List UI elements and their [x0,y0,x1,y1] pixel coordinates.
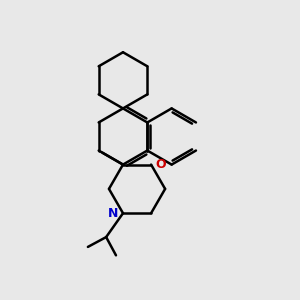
Text: O: O [155,158,166,171]
Text: N: N [108,207,119,220]
